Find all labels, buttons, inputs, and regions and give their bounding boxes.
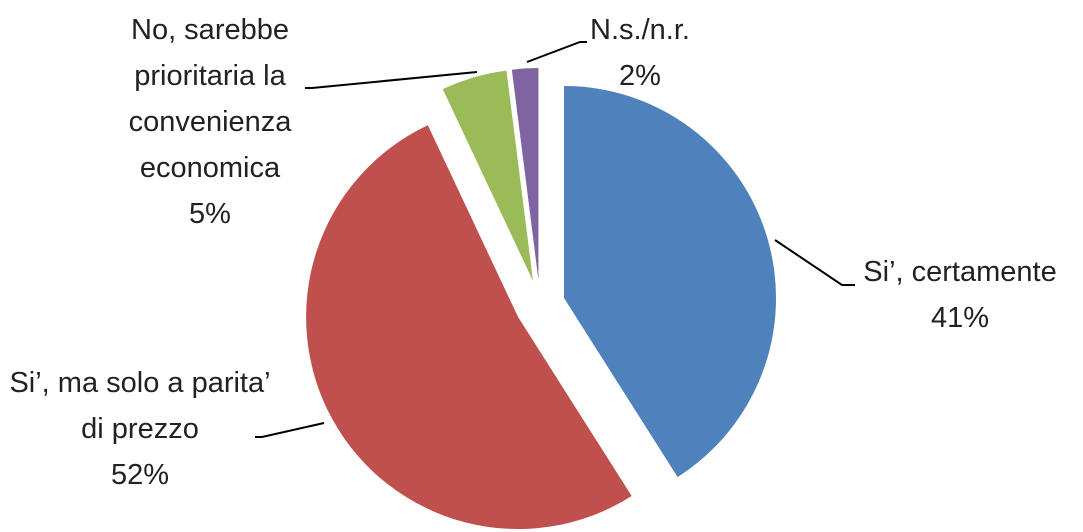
value-label: 5%	[189, 198, 231, 230]
leader-line	[255, 422, 325, 438]
slice-label: Si’, ma solo a parita’ di prezzo 52%	[0, 360, 280, 498]
slice-label: Si’, certamente 41%	[845, 249, 1075, 341]
value-label: 52%	[110, 459, 170, 491]
pie-slice	[564, 86, 777, 478]
value-label: 2%	[619, 60, 661, 92]
slice-label: No, sarebbe prioritaria la convenienza e…	[100, 7, 320, 237]
category-label: Si’, certamente	[863, 256, 1057, 288]
slice-label: N.s./n.r. 2%	[565, 7, 715, 99]
leader-line	[774, 239, 855, 286]
pie-slice	[306, 125, 632, 530]
pie-slice	[442, 70, 534, 281]
category-label: N.s./n.r.	[590, 14, 690, 46]
category-label: Si’, ma solo a parita’ di prezzo	[9, 367, 271, 445]
category-label: No, sarebbe prioritaria la convenienza e…	[128, 14, 292, 184]
leader-line	[526, 41, 587, 63]
pie-slice	[511, 68, 539, 281]
value-label: 41%	[930, 302, 990, 334]
leader-line	[305, 71, 478, 89]
